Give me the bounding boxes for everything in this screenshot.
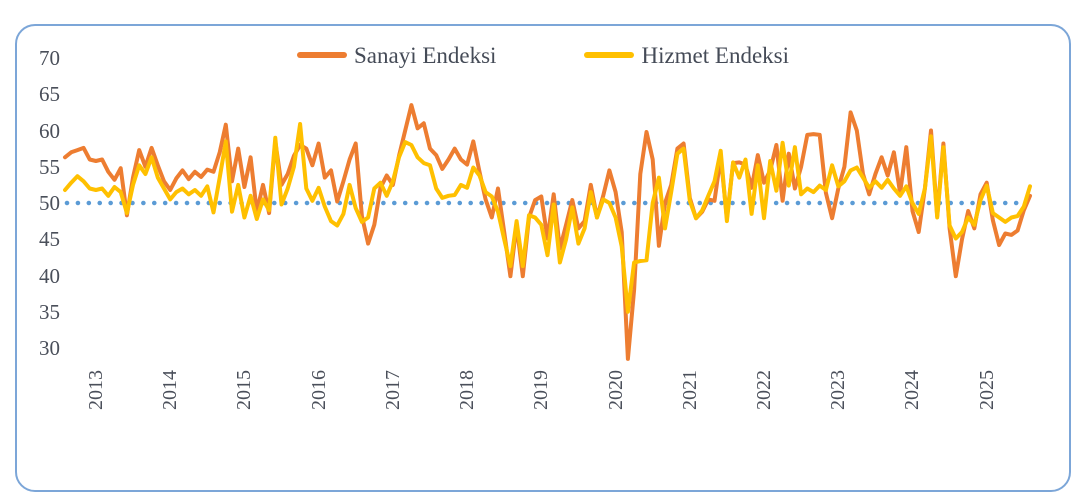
x-tick-label-2021: 2021 xyxy=(678,370,701,410)
hizmet-endeksi-line xyxy=(63,122,1032,314)
chart-legend: Sanayi Endeksi Hizmet Endeksi xyxy=(0,40,1086,70)
y-tick-label-55: 55 xyxy=(39,154,60,179)
x-tick-label-2016: 2016 xyxy=(307,370,330,410)
legend-item-hizmet: Hizmet Endeksi xyxy=(584,44,789,67)
y-tick-label-60: 60 xyxy=(39,118,60,143)
x-tick-label-2020: 2020 xyxy=(604,370,627,410)
y-tick-label-65: 65 xyxy=(39,82,60,107)
x-tick-label-2018: 2018 xyxy=(456,370,479,410)
x-tick-label-2019: 2019 xyxy=(530,370,553,410)
hizmet-legend-label: Hizmet Endeksi xyxy=(641,42,789,68)
x-tick-label-2015: 2015 xyxy=(233,370,256,410)
x-tick-label-2024: 2024 xyxy=(901,370,924,410)
x-tick-label-2013: 2013 xyxy=(84,370,107,410)
hizmet-line-swatch xyxy=(584,52,635,58)
y-tick-label-70: 70 xyxy=(39,46,60,70)
x-tick-label-2025: 2025 xyxy=(975,370,998,410)
x-tick-label-2014: 2014 xyxy=(159,370,182,410)
x-tick-label-2023: 2023 xyxy=(827,370,850,410)
y-tick-label-45: 45 xyxy=(39,227,60,252)
y-tick-label-50: 50 xyxy=(39,191,60,215)
sanayi-line-swatch xyxy=(297,52,347,58)
y-tick-label-40: 40 xyxy=(39,263,60,288)
x-tick-label-2017: 2017 xyxy=(381,370,404,410)
x-tick-label-2022: 2022 xyxy=(753,370,776,410)
sanayi-legend-label: Sanayi Endeksi xyxy=(354,42,497,68)
y-tick-label-35: 35 xyxy=(39,299,60,324)
legend-item-sanayi: Sanayi Endeksi xyxy=(297,44,496,67)
chart-border-frame xyxy=(15,24,1071,492)
y-tick-label-30: 30 xyxy=(39,336,60,360)
sanayi-endeksi-line xyxy=(63,103,1032,361)
